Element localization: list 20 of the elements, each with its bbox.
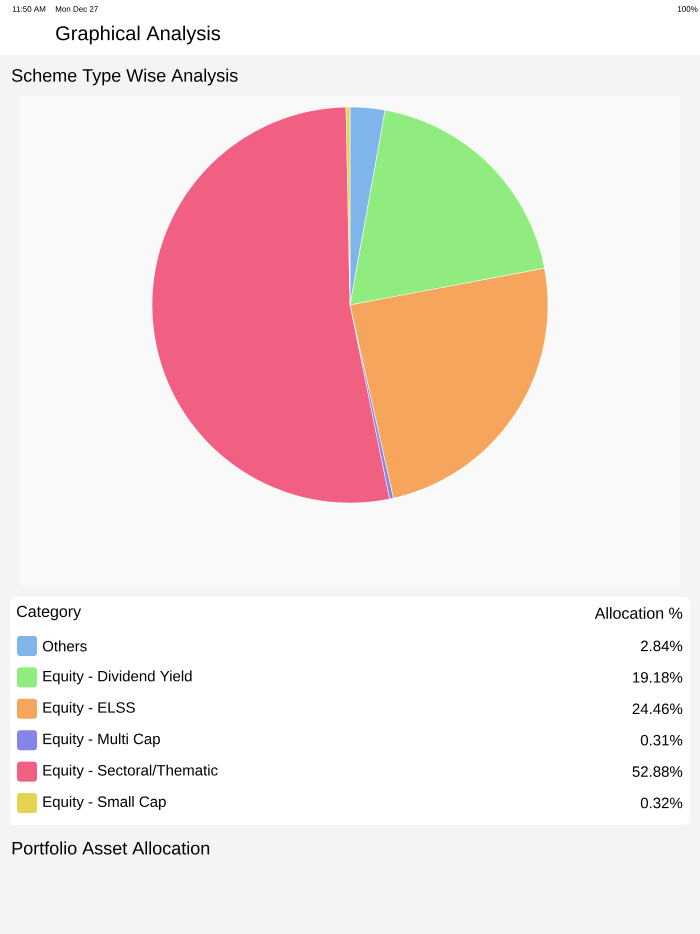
legend-label: Equity - ELSS [43, 702, 135, 716]
data-label: 24.46% [632, 703, 682, 714]
legend-label: Others [42, 640, 87, 652]
text: 11:50 AM [12, 6, 46, 12]
legend-label: Equity - Sectoral/Thematic [43, 764, 218, 779]
data-label: 19.18% [633, 672, 682, 683]
legend-label: Equity - Small Cap [43, 796, 166, 810]
data-label: 52.88% [632, 766, 682, 777]
text: 100% [678, 6, 698, 12]
text: Allocation % [594, 607, 682, 619]
chart-title: Scheme Type Wise Analysis [12, 68, 238, 86]
legend-label: Equity - Dividend Yield [43, 670, 192, 684]
legend-title: Category [17, 606, 82, 620]
text: Mon Dec 27 [56, 6, 98, 12]
data-label: 0.31% [640, 734, 682, 746]
text: Portfolio Asset Allocation [12, 841, 210, 855]
data-label: 2.84% [641, 640, 682, 652]
legend-label: Equity - Multi Cap [43, 733, 160, 748]
data-label: 0.32% [640, 798, 682, 808]
text: Graphical Analysis [56, 26, 220, 44]
